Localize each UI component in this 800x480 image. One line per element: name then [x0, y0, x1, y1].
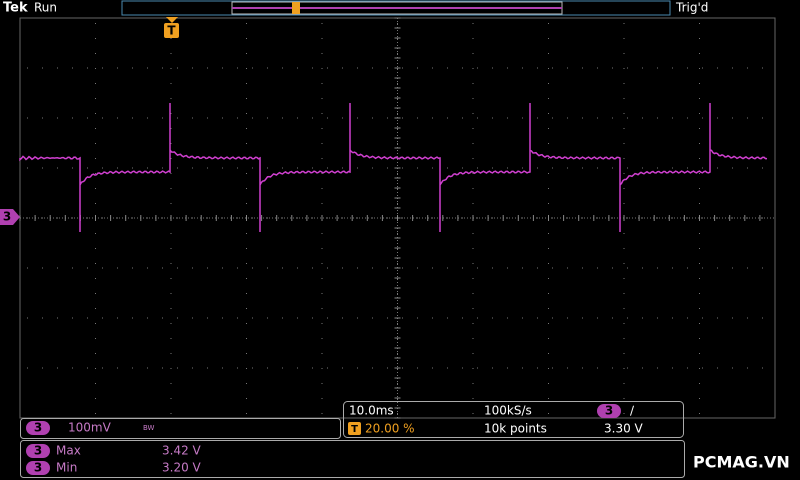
measurement-pill — [26, 461, 50, 475]
watermark: PCMAG.VN — [693, 453, 790, 472]
measurement-value: 3.42 V — [162, 444, 202, 458]
sample-rate: 100kS/s — [484, 404, 532, 418]
channel-ground-marker — [0, 209, 20, 225]
channel-marker-label: 3 — [3, 210, 11, 224]
waveform-trace — [19, 103, 767, 232]
channel-scale: 100mV — [68, 421, 112, 435]
trigger-marker-label: T — [167, 24, 176, 38]
measurement-value: 3.20 V — [162, 461, 202, 475]
measurement-list: 3 Max 3.42 V 3 Min 3.20 V — [26, 444, 202, 475]
trigger-level: 3.30 V — [604, 422, 644, 436]
trigger-channel-pill — [597, 404, 621, 418]
record-length: 10k points — [484, 422, 547, 436]
measurement-panel — [20, 440, 685, 478]
measurement-channel: 3 — [34, 444, 42, 458]
graticule — [19, 17, 775, 419]
measurement-name: Max — [56, 444, 81, 458]
measurement-name: Min — [56, 461, 77, 475]
channel-number: 3 — [34, 421, 42, 435]
trigger-status: Trig'd — [675, 1, 708, 15]
channel-panel — [20, 418, 341, 439]
brand: Tek — [3, 1, 28, 16]
trigger-position-icon — [348, 422, 361, 435]
trigger-arrow — [166, 17, 178, 23]
timebase-panel — [343, 401, 684, 438]
channel-pill — [26, 421, 50, 435]
time-scale: 10.0ms — [349, 404, 394, 418]
trigger-slope: ∕ — [630, 404, 635, 418]
measurement-channel: 3 — [34, 461, 42, 475]
bandwidth-limit: BW — [143, 424, 155, 432]
trigger-channel: 3 — [605, 404, 613, 418]
trigger-position-marker — [164, 23, 179, 38]
measurement-pill — [26, 444, 50, 458]
record-trigger-marker — [292, 2, 300, 14]
run-status: Run — [34, 1, 57, 15]
trigger-position: 20.00 % — [365, 422, 415, 436]
trigger-position-icon-label: T — [351, 424, 358, 435]
